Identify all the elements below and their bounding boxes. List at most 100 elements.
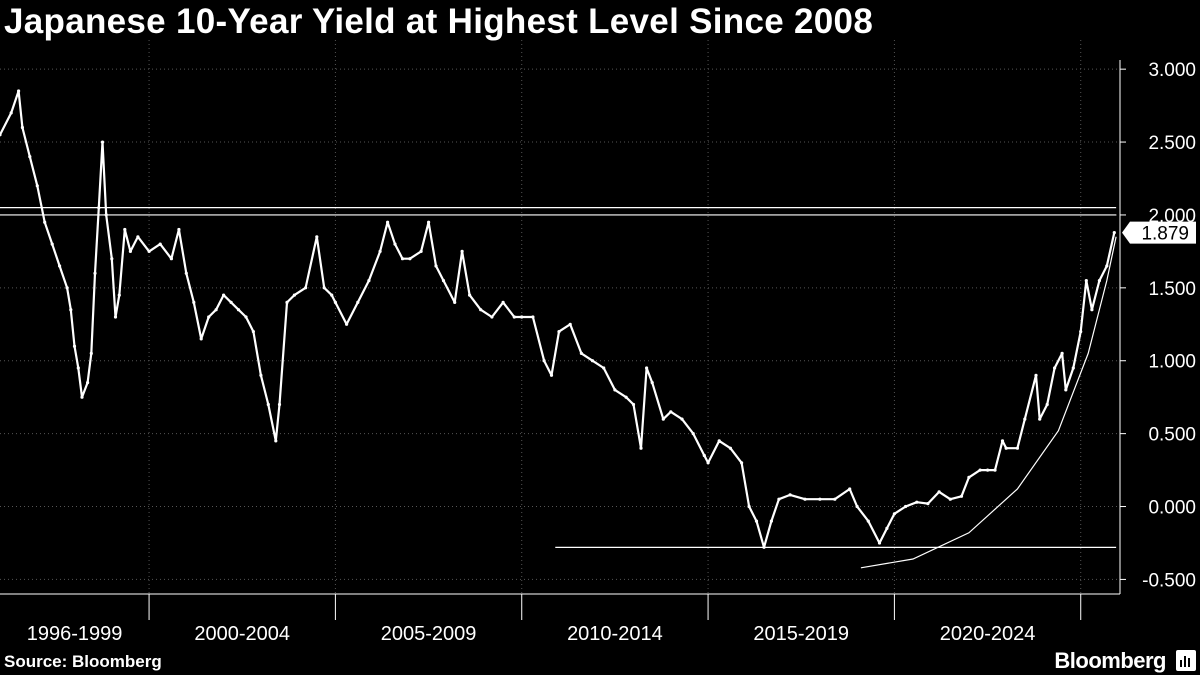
yield-data-point [214,308,218,312]
yield-data-point [28,155,32,159]
yield-data-point [76,366,80,370]
yield-data-point [855,504,859,509]
yield-data-point [848,487,852,491]
yield-data-point [199,337,203,341]
yield-data-point [542,359,546,363]
yield-data-point [877,541,882,545]
yield-data-point [915,500,919,504]
yield-data-point [50,242,54,246]
yield-data-point [1004,446,1008,450]
yield-data-point [158,242,162,246]
yield-data-point [285,300,289,304]
yield-data-point [531,315,535,319]
yield-data-point [1000,439,1005,443]
yield-data-point [490,315,494,319]
yield-data-point [948,497,952,501]
yield-data-point [86,381,90,385]
yield-data-point [1034,373,1038,377]
yield-data-point [274,439,278,443]
yield-data-point [590,359,595,363]
yield-data-point [65,286,69,290]
yield-data-point [322,286,326,290]
yield-data-point [123,227,127,232]
yield-data-point [20,125,24,130]
yield-series-line [0,89,1116,549]
yield-data-point [236,308,241,312]
yield-data-point [892,512,897,516]
yield-data-point [728,446,733,450]
yield-data-point [769,519,774,523]
yield-data-point [777,497,781,501]
bloomberg-logo: Bloomberg [1054,648,1166,673]
yield-data-point [926,502,930,506]
yield-data-point [110,257,114,261]
yield-data-point [330,293,334,297]
yield-data-point [1053,366,1057,370]
yield-data-point [937,490,941,494]
y-tick-label: -0.500 [1142,570,1196,591]
x-tick-label: 2015-2019 [753,623,849,645]
yield-data-point [9,111,13,115]
source-note: Source: Bloomberg [4,652,162,671]
yield-data-point [717,439,721,443]
yield-data-point [333,300,337,304]
yield-data-point [1079,330,1083,334]
yield-data-point [113,315,118,319]
yield-data-point [967,475,971,479]
yield-data-point [1071,366,1075,370]
yield-data-point [468,293,472,297]
trend-curve [860,236,1117,569]
yield-data-point [434,264,438,268]
yield-data-point [1097,279,1101,283]
yield-data-point [631,402,636,407]
yield-data-point [0,133,2,137]
yield-data-point [177,227,181,232]
yield-data-point [680,417,684,421]
yield-data-point [292,293,296,297]
yield-data-point [184,271,188,275]
yield-data-point [136,235,140,239]
yield-data-point [803,497,807,501]
yield-data-point [259,373,263,377]
yield-data-point [1090,308,1094,312]
yield-data-point [479,308,483,312]
yield-data-point [639,446,643,450]
yield-data-point [788,493,792,497]
yield-data-point [427,220,431,224]
yield-data-point [43,220,47,224]
yield-data-point [1112,231,1116,235]
yield-data-point [691,432,695,436]
yield-data-point [959,494,964,498]
yield-data-point [669,410,673,414]
y-tick-label: 1.500 [1148,279,1196,300]
yield-data-point [1038,417,1042,421]
yield-data-point [549,373,554,377]
yield-data-point [762,545,766,549]
yield-data-point [251,330,255,334]
yield-data-point [97,206,101,210]
yield-data-point [35,184,39,188]
yield-data-point [833,497,837,501]
yield-data-point [453,300,457,304]
yield-data-point [579,351,584,355]
yield-data-point [72,344,77,348]
yield-data-point [747,504,751,509]
yield-data-point [624,395,628,399]
yield-data-point [978,468,982,472]
yield-data-point [706,461,710,465]
yield-data-point [356,300,360,304]
yield-data-point [650,381,654,385]
yield-data-point [192,300,196,304]
yield-data-point [441,279,446,283]
y-tick-label: 0.500 [1148,425,1196,446]
yield-data-point [207,315,211,319]
yield-data-point [386,220,390,224]
yield-data-point [58,264,62,268]
yield-data-point [400,257,405,261]
yield-data-point [702,453,706,458]
yield-data-point [568,322,572,326]
yield-data-point [885,526,889,531]
yield-data-point [602,366,606,370]
yield-data-point [1084,279,1088,283]
yield-data-point [128,249,132,253]
